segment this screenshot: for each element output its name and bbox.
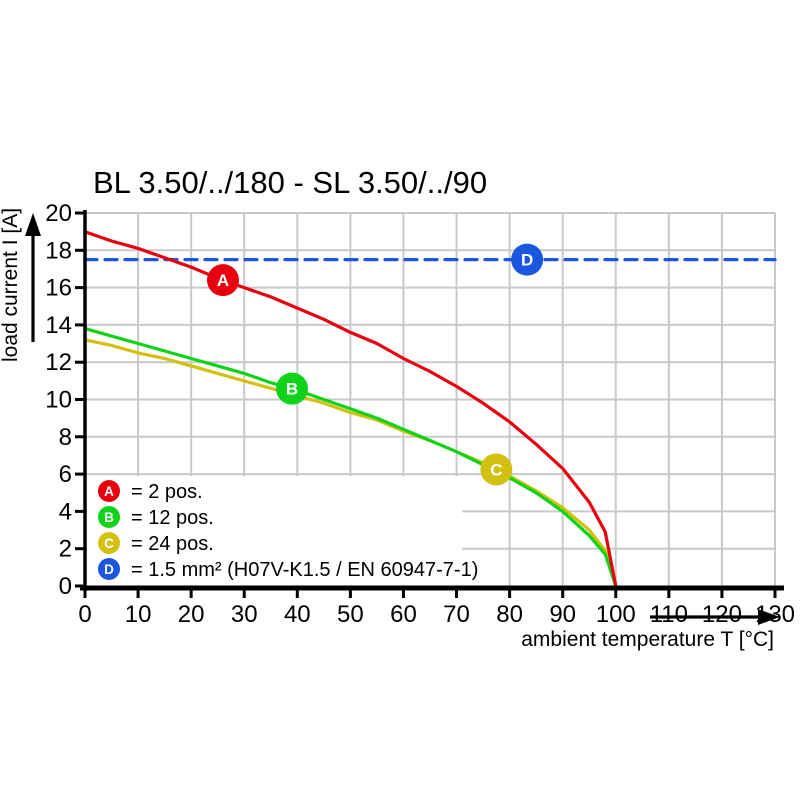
series-c-marker — [480, 453, 513, 486]
series-b-marker — [276, 372, 308, 405]
y-tick-label: 2 — [59, 536, 72, 563]
x-axis-label: ambient temperature T [°C] — [521, 628, 774, 651]
y-tick-label: 0 — [59, 573, 72, 600]
legend-marker-b-icon — [98, 506, 120, 528]
legend-item-d: D = 1.5 mm² (H07V-K1.5 / EN 60947-7-1) — [98, 558, 478, 581]
legend-backdrop — [87, 476, 462, 585]
y-tick-label: 18 — [45, 237, 72, 264]
x-tick-label: 50 — [337, 601, 364, 628]
x-tick-label: 40 — [284, 601, 311, 628]
x-tick-label: 0 — [78, 601, 91, 628]
series-a-marker-letter: A — [217, 271, 229, 290]
legend-item-c: C = 24 pos. — [98, 532, 214, 555]
x-tick-label: 110 — [650, 601, 688, 628]
legend-item-label: = 2 pos. — [131, 481, 203, 503]
series-d-marker-letter: D — [521, 251, 533, 270]
y-axis-arrow-icon — [25, 213, 41, 342]
series-c-curve — [83, 338, 618, 588]
series-d-marker — [511, 243, 544, 276]
axes: 0 2 4 6 8 10 12 14 16 18 20 0 10 20 30 40 50 60 70 80 90 100 1… — [45, 200, 795, 628]
x-tick-label: 60 — [390, 601, 417, 628]
y-tick-label: 16 — [45, 275, 72, 302]
y-tick-label: 12 — [45, 349, 72, 376]
y-tick-label: 10 — [45, 387, 72, 414]
y-axis-label: load current I [A] — [0, 208, 22, 362]
x-tick-label: 90 — [549, 601, 576, 628]
y-tick-label: 6 — [59, 461, 72, 488]
x-tick-label: 120 — [702, 601, 742, 628]
series-a-curve — [83, 230, 618, 588]
series-b-curve — [83, 327, 618, 588]
x-tick-label: 70 — [443, 601, 470, 628]
y-tick-label: 20 — [45, 200, 72, 227]
legend-item-label: = 24 pos. — [131, 533, 214, 555]
x-tick-label: 10 — [125, 601, 152, 628]
legend-marker-d-letter: D — [104, 562, 114, 577]
legend-item-label: = 12 pos. — [131, 507, 214, 529]
legend-marker-a-letter: A — [104, 484, 114, 499]
legend-marker-a-icon — [98, 480, 120, 502]
legend-marker-c-icon — [98, 532, 120, 554]
y-tick-label: 8 — [59, 424, 72, 451]
curve-markers: D C B A — [207, 243, 544, 486]
y-tick-label: 14 — [45, 312, 72, 339]
legend-item-a: A = 2 pos. — [98, 480, 203, 503]
legend-marker-c-letter: C — [104, 536, 114, 551]
x-tick-label: 80 — [496, 601, 523, 628]
legend-marker-b-letter: B — [104, 510, 114, 525]
legend-item-b: B = 12 pos. — [98, 506, 214, 529]
legend: A = 2 pos. B = 12 pos. C = 24 pos. D = 1… — [98, 480, 478, 581]
legend-item-label: = 1.5 mm² (H07V-K1.5 / EN 60947-7-1) — [131, 559, 478, 581]
series-a-marker — [207, 264, 239, 297]
series-c-marker-letter: C — [490, 460, 502, 479]
x-tick-label: 20 — [178, 601, 205, 628]
y-tick-label: 4 — [59, 498, 72, 525]
x-axis-arrow-icon — [650, 609, 780, 625]
legend-marker-d-icon — [98, 558, 120, 580]
x-tick-label: 100 — [596, 601, 636, 628]
curves — [83, 230, 777, 588]
series-b-marker-letter: B — [286, 380, 298, 399]
x-tick-label: 30 — [231, 601, 258, 628]
chart-title: BL 3.50/../180 - SL 3.50/../90 — [93, 165, 487, 200]
